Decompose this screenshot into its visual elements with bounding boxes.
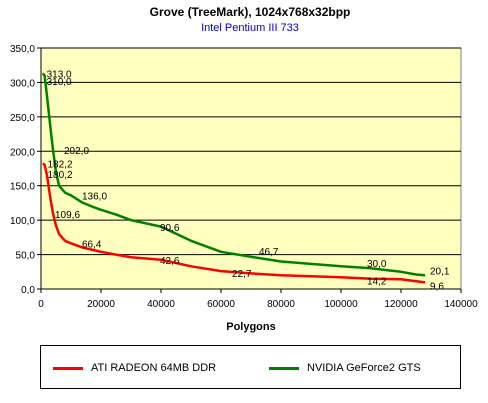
data-label: 9,6 xyxy=(430,282,444,293)
x-tick-label: 0 xyxy=(38,299,44,310)
data-label: 22,7 xyxy=(232,269,252,280)
data-label: 202,0 xyxy=(64,146,89,157)
x-tick-label: 80000 xyxy=(267,299,295,310)
data-label: 42,6 xyxy=(160,256,180,267)
x-axis-ticks: 0 20000 40000 60000 80000 100000 120000 140000 xyxy=(38,289,478,310)
legend-item-ati: ATI RADEON 64MB DDR xyxy=(53,360,216,376)
y-tick-label: 50,0 xyxy=(16,251,36,262)
data-label: 313,0 xyxy=(47,69,72,80)
series-line-0 xyxy=(42,162,426,284)
x-tick-label: 100000 xyxy=(324,299,358,310)
data-label: 182,2 xyxy=(48,160,73,171)
y-tick-label: 250,0 xyxy=(10,113,35,124)
chart-title: Grove (TreeMark), 1024x768x32bpp xyxy=(150,5,351,19)
data-label: 310,0 xyxy=(47,77,72,88)
data-label: 90,6 xyxy=(160,223,180,234)
data-label: 66,4 xyxy=(82,240,102,251)
legend-label-ati: ATI RADEON 64MB DDR xyxy=(91,362,217,374)
x-tick-label: 60000 xyxy=(207,299,235,310)
x-tick-label: 120000 xyxy=(384,299,418,310)
chart-subtitle: Intel Pentium III 733 xyxy=(201,22,299,34)
legend-item-nvidia: NVIDIA GeForce2 GTS xyxy=(269,360,421,376)
data-label: 46,7 xyxy=(259,247,279,258)
x-tick-label: 140000 xyxy=(444,299,478,310)
plot-area xyxy=(40,47,462,290)
y-tick-label: 100,0 xyxy=(10,216,35,227)
y-tick-label: 300,0 xyxy=(10,78,35,89)
y-tick-label: 0,0 xyxy=(21,285,35,296)
y-tick-label: 200,0 xyxy=(10,147,35,158)
axes xyxy=(40,48,461,290)
x-axis-label: Polygons xyxy=(226,321,276,333)
legend: ATI RADEON 64MB DDR NVIDIA GeForce2 GTS xyxy=(40,345,461,389)
x-tick-label: 20000 xyxy=(87,299,115,310)
legend-swatch-ati xyxy=(53,366,83,370)
legend-swatch-nvidia xyxy=(269,366,299,370)
y-axis-ticks: 0,0 50,0 100,0 150,0 200,0 250,0 300,0 350,0 xyxy=(10,44,41,296)
data-label: 136,0 xyxy=(82,191,107,202)
data-label: 20,1 xyxy=(430,266,450,277)
data-label: 109,6 xyxy=(55,210,80,221)
legend-label-nvidia: NVIDIA GeForce2 GTS xyxy=(307,362,421,374)
data-label: 180,2 xyxy=(48,170,73,181)
data-label: 14,2 xyxy=(367,277,387,288)
data-label: 30,0 xyxy=(367,259,387,270)
series-line-1 xyxy=(41,72,426,277)
series-lines xyxy=(41,72,426,284)
y-tick-label: 350,0 xyxy=(10,44,35,55)
y-tick-label: 150,0 xyxy=(10,182,35,193)
x-tick-label: 40000 xyxy=(147,299,175,310)
